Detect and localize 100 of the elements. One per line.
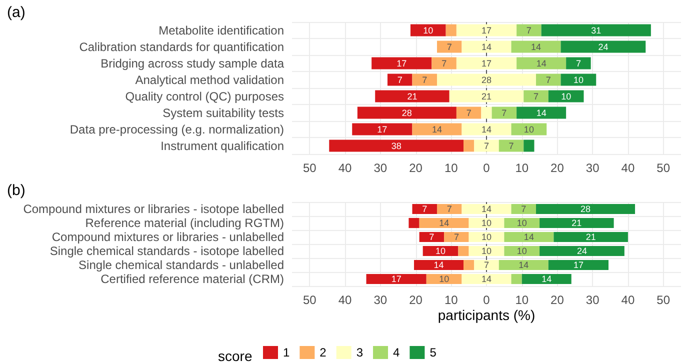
bar bbox=[516, 57, 566, 70]
x-tick-label: 20 bbox=[550, 161, 564, 175]
bar bbox=[540, 218, 614, 228]
legend-label: 5 bbox=[430, 346, 437, 360]
data-label: 14 bbox=[481, 204, 492, 214]
data-label: 17 bbox=[377, 124, 388, 134]
data-label: 7 bbox=[429, 232, 434, 242]
x-tick-label: 30 bbox=[374, 161, 388, 175]
bar bbox=[449, 90, 524, 102]
bar bbox=[540, 246, 624, 256]
legend-title: score bbox=[218, 348, 252, 364]
data-label: 7 bbox=[526, 25, 532, 36]
bar bbox=[352, 123, 412, 136]
bar bbox=[436, 74, 536, 86]
data-label: 17 bbox=[573, 260, 584, 270]
x-tick-label: 10 bbox=[515, 293, 529, 307]
bar bbox=[432, 57, 456, 70]
y-tick-label: Metabolite identification bbox=[158, 23, 284, 38]
bar bbox=[446, 24, 456, 36]
x-tick-label: 20 bbox=[550, 293, 564, 307]
bar bbox=[560, 40, 646, 53]
bar bbox=[504, 232, 554, 242]
bar bbox=[536, 74, 561, 86]
data-label: 7 bbox=[484, 140, 490, 151]
x-tick-label: 10 bbox=[444, 293, 458, 307]
data-label: 10 bbox=[516, 246, 527, 256]
bar bbox=[375, 90, 450, 102]
x-axis-title: participants (%) bbox=[438, 307, 536, 323]
bar bbox=[492, 106, 517, 119]
bar bbox=[462, 123, 512, 136]
bar bbox=[474, 260, 499, 270]
y-tick-label: Certified reference material (CRM) bbox=[100, 272, 284, 286]
y-tick-label: System suitability tests bbox=[162, 106, 284, 120]
x-tick-label: 10 bbox=[444, 161, 458, 175]
x-tick-label: 50 bbox=[656, 161, 670, 175]
bar bbox=[372, 57, 432, 70]
bar bbox=[462, 40, 512, 53]
data-label: 14 bbox=[481, 274, 492, 284]
data-label: 10 bbox=[524, 124, 534, 134]
data-label: 21 bbox=[572, 218, 582, 228]
data-label: 28 bbox=[580, 204, 591, 214]
y-tick-label: Quality control (QC) purposes bbox=[125, 89, 284, 104]
data-label: 10 bbox=[439, 274, 450, 284]
data-label: 14 bbox=[481, 124, 492, 134]
bar bbox=[504, 246, 540, 256]
bar bbox=[436, 204, 462, 214]
data-label: 17 bbox=[396, 58, 407, 68]
bar bbox=[498, 260, 548, 270]
data-label: 14 bbox=[434, 260, 444, 270]
bar bbox=[412, 123, 462, 136]
y-tick-label: Bridging across study sample data bbox=[100, 56, 284, 70]
data-label: 38 bbox=[391, 140, 402, 151]
data-label: 14 bbox=[536, 58, 546, 68]
bar bbox=[412, 74, 437, 86]
data-label: 14 bbox=[536, 108, 546, 118]
bar bbox=[481, 106, 492, 119]
bar bbox=[524, 140, 534, 152]
data-label: 10 bbox=[481, 246, 492, 256]
x-tick-label: 50 bbox=[656, 293, 670, 307]
bar bbox=[511, 40, 561, 53]
bar bbox=[366, 274, 426, 284]
y-tick-label: Calibration standards for quantification bbox=[79, 40, 284, 54]
x-tick-label: 40 bbox=[338, 293, 352, 307]
data-label: 17 bbox=[391, 274, 402, 284]
data-label: 7 bbox=[446, 204, 452, 214]
data-label: 10 bbox=[423, 25, 434, 36]
bar bbox=[516, 106, 566, 119]
data-label: 10 bbox=[561, 91, 572, 102]
y-tick-label: Compound mixtures or libraries - isotope labelled bbox=[23, 202, 284, 216]
data-label: 7 bbox=[521, 204, 526, 214]
bar bbox=[419, 218, 469, 228]
data-label: 10 bbox=[481, 218, 492, 228]
data-label: 14 bbox=[518, 260, 529, 270]
legend-label: 3 bbox=[356, 346, 364, 360]
bar bbox=[456, 24, 517, 36]
x-tick-label: 30 bbox=[586, 293, 600, 307]
data-label: 10 bbox=[516, 218, 527, 228]
bar bbox=[524, 90, 548, 102]
bar bbox=[436, 40, 462, 53]
x-tick-label: 30 bbox=[586, 161, 600, 175]
data-label: 17 bbox=[481, 25, 492, 36]
y-tick-label: Single chemical standards - isotope labelled bbox=[50, 244, 284, 258]
data-label: 7 bbox=[422, 74, 428, 85]
y-tick-label: Analytical method validation bbox=[135, 72, 284, 87]
bar bbox=[456, 57, 517, 70]
data-label: 21 bbox=[586, 232, 596, 242]
text: (b) bbox=[7, 182, 26, 199]
x-tick-label: 20 bbox=[409, 161, 423, 175]
data-label: 7 bbox=[442, 58, 447, 68]
bar bbox=[516, 24, 542, 36]
data-label: 31 bbox=[591, 25, 602, 36]
data-label: 14 bbox=[542, 274, 552, 284]
x-tick-label: 30 bbox=[374, 293, 388, 307]
data-label: 14 bbox=[481, 42, 492, 52]
bar bbox=[462, 204, 512, 214]
bar bbox=[462, 274, 512, 284]
bar bbox=[387, 74, 412, 86]
bar bbox=[357, 106, 456, 119]
bar bbox=[511, 274, 522, 284]
legend-label: 1 bbox=[283, 346, 290, 360]
